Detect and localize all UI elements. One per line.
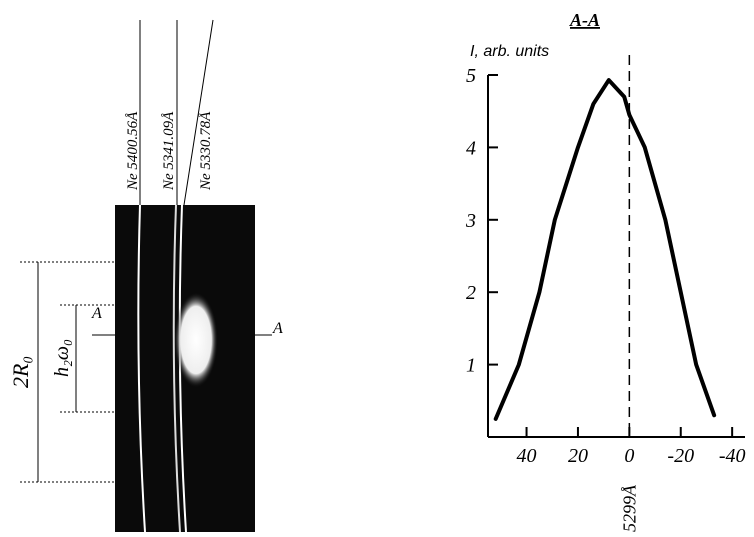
x-tick-label: 40 bbox=[517, 445, 537, 467]
x-tick-label: -20 bbox=[667, 445, 694, 467]
y-tick-label: 4 bbox=[466, 137, 476, 159]
y-tick-label: 3 bbox=[465, 210, 476, 232]
y-tick-label: 2 bbox=[466, 282, 476, 304]
x-tick-label: 20 bbox=[568, 445, 588, 467]
spectrum-diagram: Ne 5400.56Å Ne 5341.09Å Ne 5330.78Å 2R₀ … bbox=[8, 19, 283, 533]
chart: A-A I, arb. units 1 2 3 4 5 40 20 0 -20 -40 5299Å bbox=[465, 10, 745, 532]
data-line bbox=[493, 78, 717, 421]
x-tick-label: -40 bbox=[719, 445, 746, 467]
spectral-line bbox=[137, 204, 146, 533]
y-tick-label: 5 bbox=[466, 65, 476, 87]
dimension-guides bbox=[20, 261, 115, 483]
line-label: Ne 5400.56Å bbox=[125, 111, 141, 191]
y-axis-label: I, arb. units bbox=[470, 43, 549, 60]
dimension-label: h₂ω₀ bbox=[51, 339, 73, 377]
glow-spot bbox=[174, 292, 218, 388]
x-tick-label: 0 bbox=[624, 445, 634, 467]
dimension-label: 2R₀ bbox=[8, 356, 33, 388]
line-label: Ne 5341.09Å bbox=[161, 111, 177, 191]
line-label: Ne 5330.78Å bbox=[198, 111, 214, 191]
chart-title: A-A bbox=[569, 10, 600, 30]
section-label: A bbox=[272, 320, 283, 337]
pointer bbox=[183, 19, 214, 206]
section-label: A bbox=[91, 305, 102, 322]
spectral-line bbox=[172, 204, 181, 533]
y-tick-label: 1 bbox=[466, 355, 476, 377]
marker-label: 5299Å bbox=[619, 484, 639, 532]
